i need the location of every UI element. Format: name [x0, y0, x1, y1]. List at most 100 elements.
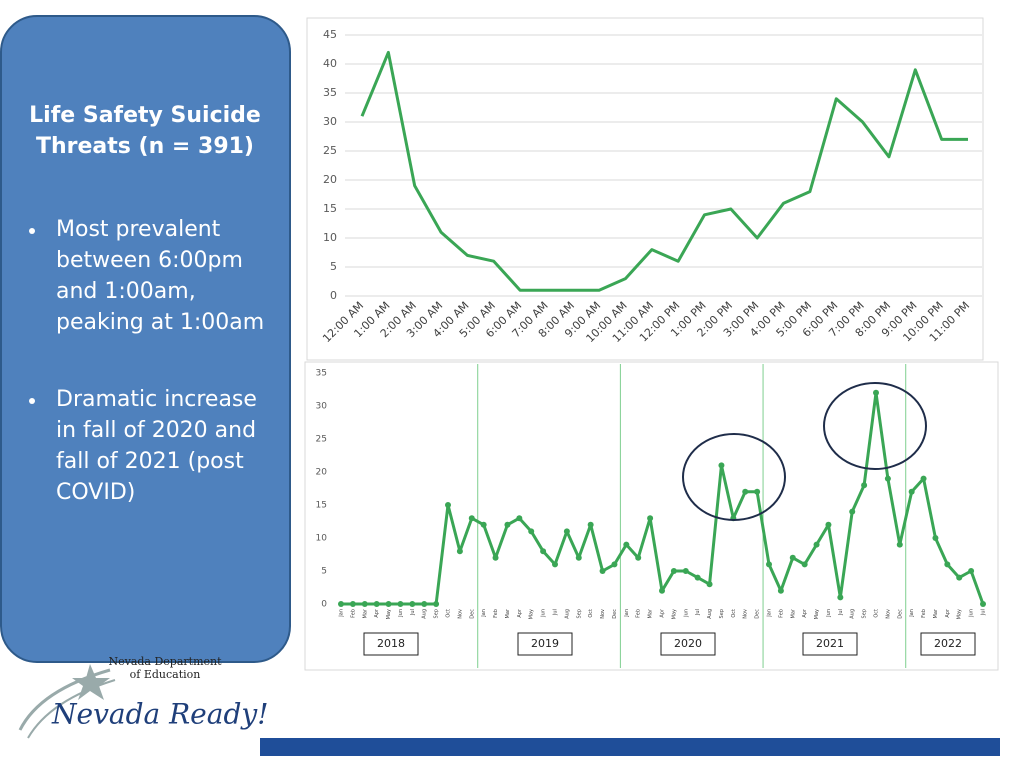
y-tick-label: 10 [316, 534, 328, 544]
data-point [575, 554, 582, 561]
logo: Nevada Department of Education Nevada Re… [18, 655, 268, 739]
data-point [813, 541, 820, 548]
x-tick-label: Oct [874, 609, 880, 618]
data-point [611, 561, 618, 568]
bullet [29, 398, 35, 404]
x-tick-label: Feb [493, 609, 499, 618]
x-tick-label: Sep [719, 609, 725, 618]
x-tick-label: Jul [981, 609, 987, 616]
bullet-text: Most prevalent between 6:00pm and 1:00am… [56, 217, 265, 335]
y-tick-label: 20 [316, 468, 328, 478]
x-tick-label: Oct [446, 609, 452, 618]
x-tick-label: Nov [885, 609, 891, 619]
data-point [480, 521, 487, 528]
year-label: 2021 [816, 637, 844, 650]
data-point [563, 528, 570, 535]
year-box [363, 632, 419, 656]
x-tick-label: May [386, 609, 392, 619]
star [72, 664, 110, 700]
x-tick-label: Feb [636, 609, 642, 618]
x-tick-label: Mar [933, 608, 939, 618]
data-point [968, 568, 975, 574]
x-tick-label: Mar [505, 608, 511, 618]
data-point [445, 502, 451, 508]
x-tick-label: Feb [921, 609, 927, 618]
year-box [660, 632, 716, 656]
x-tick-label: Apr [945, 608, 951, 618]
data-line [360, 50, 968, 292]
data-point [468, 515, 475, 522]
y-tick-label: 0 [321, 600, 327, 610]
data-point [361, 601, 368, 607]
data-point [635, 554, 642, 561]
data-point [456, 548, 463, 555]
data-point [492, 554, 499, 561]
x-tick-label: Jan [339, 609, 345, 618]
data-point [908, 488, 915, 495]
y-tick-label: 25 [323, 144, 337, 157]
y-tick-label: 0 [330, 289, 337, 302]
year-label: 2018 [377, 637, 405, 650]
data-point [409, 601, 416, 607]
swoosh [18, 668, 111, 731]
data-point [980, 601, 986, 607]
year-box [802, 632, 858, 656]
data-point [659, 587, 665, 594]
data-point [516, 515, 523, 522]
swoosh [27, 679, 116, 739]
org-box: Nevada Department of Education [108, 655, 221, 681]
y-tick-label: 15 [316, 501, 327, 511]
data-point [587, 521, 594, 528]
y-tick-label: 5 [321, 567, 327, 577]
footer-bar [260, 738, 1000, 756]
y-tick-label: 5 [330, 260, 337, 273]
panel-title-box: Life Safety Suicide Threats (n = 391) [29, 103, 261, 159]
data-point [706, 581, 713, 588]
data-point [623, 541, 630, 548]
data-point [920, 475, 927, 482]
data-point [956, 574, 963, 581]
year-label: 2019 [531, 637, 559, 650]
year-label: 2022 [934, 637, 962, 650]
data-point [801, 561, 808, 568]
y-tick-label: 35 [323, 86, 337, 99]
x-tick-label: Oct [731, 609, 737, 618]
y-tick-label: 15 [323, 202, 337, 215]
x-tick-label: Jan [481, 609, 487, 618]
x-tick-label: Jun [826, 609, 832, 618]
y-tick-label: 10 [323, 231, 337, 244]
x-tick-label: Sep [576, 609, 582, 618]
x-tick-label: Oct [588, 609, 594, 618]
data-point [647, 515, 654, 522]
data-point [540, 548, 547, 555]
x-tick-label: Apr [802, 608, 808, 618]
x-tick-label: Jun [541, 609, 547, 618]
year-box [920, 632, 976, 656]
x-tick-label: Jun [683, 609, 689, 618]
x-tick-label: Feb [778, 609, 784, 618]
data-point [338, 601, 344, 607]
data-point [599, 568, 606, 574]
data-point [670, 568, 677, 574]
x-tick-label: May [957, 609, 963, 619]
highlight-ring [823, 382, 927, 470]
x-tick-label: Aug [564, 609, 570, 619]
data-point [837, 594, 844, 601]
x-tick-label: Dec [469, 609, 475, 619]
x-tick-label: Apr [517, 608, 523, 618]
x-tick-label: Nov [457, 609, 463, 619]
x-tick-label: Jan [909, 609, 915, 618]
x-tick-label: Dec [612, 609, 618, 619]
chart-frame [306, 17, 984, 361]
data-point [766, 561, 772, 568]
x-tick-label: Apr [374, 608, 380, 618]
data-point [873, 389, 879, 396]
bullet-text: Dramatic increase in fall of 2020 and fa… [56, 387, 257, 505]
x-tick-label: May [814, 609, 820, 619]
data-point [373, 601, 380, 607]
x-tick-label: Apr [660, 608, 666, 618]
logo-name: Nevada Ready! [51, 698, 268, 731]
bullet-box: Most prevalent between 6:00pm and 1:00am… [56, 217, 265, 335]
x-tick-label: May [529, 609, 535, 619]
x-tick-label: Mar [648, 608, 654, 618]
